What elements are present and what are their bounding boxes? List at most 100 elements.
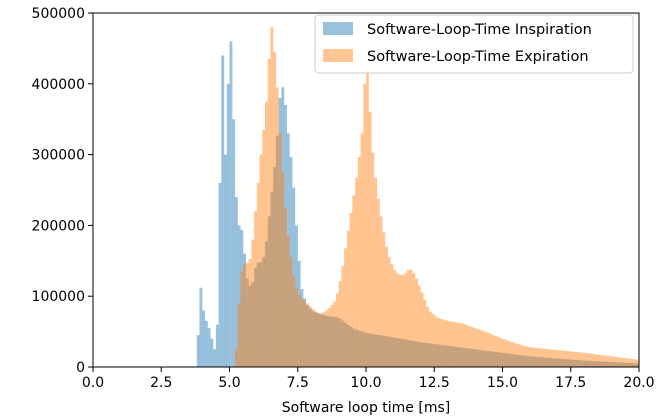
histogram-bar xyxy=(352,195,356,367)
histogram-bar xyxy=(521,345,525,367)
histogram-bar xyxy=(278,97,282,368)
histogram-bar xyxy=(349,213,353,367)
histogram-bar xyxy=(376,334,380,367)
histogram-bar xyxy=(415,341,419,367)
histogram-bar xyxy=(447,345,451,367)
histogram-bar xyxy=(210,338,214,367)
histogram-bar xyxy=(406,339,410,367)
histogram-bar xyxy=(499,338,503,367)
histogram-bar xyxy=(532,347,536,367)
histogram-bar xyxy=(398,274,402,367)
histogram-bar xyxy=(382,335,386,367)
histogram-bar xyxy=(267,59,271,368)
histogram-bar xyxy=(371,334,375,367)
histogram-bar xyxy=(578,352,582,367)
histogram-bar xyxy=(617,357,621,367)
histogram-bar xyxy=(436,317,440,367)
histogram-bar xyxy=(237,225,241,367)
histogram-bar xyxy=(529,347,533,367)
histogram-bar xyxy=(453,346,457,367)
histogram-bar xyxy=(535,356,539,367)
histogram-bar xyxy=(502,339,506,367)
series-expiration xyxy=(234,27,640,368)
histogram-bar xyxy=(614,362,618,367)
histogram-bar xyxy=(543,348,547,367)
histogram-bar xyxy=(486,332,489,367)
histogram-bar xyxy=(412,340,416,367)
histogram-bar xyxy=(278,133,282,367)
histogram-bar xyxy=(442,319,446,367)
histogram-bar xyxy=(330,316,334,367)
histogram-bar xyxy=(289,156,293,367)
histogram-bar xyxy=(311,310,315,367)
histogram-bar xyxy=(543,357,547,367)
histogram-bar xyxy=(568,359,571,367)
histogram-bar xyxy=(595,361,599,367)
x-axis: 0.0 2.5 5.0 7.5 10.0 12.5 15.0 17.5 20.0 xyxy=(82,367,655,391)
histogram-bar xyxy=(213,349,216,367)
histogram-bar xyxy=(633,363,637,367)
histogram-bar xyxy=(374,177,378,367)
histogram-bar xyxy=(546,349,550,367)
histogram-bar xyxy=(420,292,424,367)
histogram-bar xyxy=(325,310,328,367)
histogram-bar xyxy=(387,257,391,367)
histogram-bar xyxy=(393,337,397,367)
histogram-bar xyxy=(518,344,522,367)
histogram-bar xyxy=(581,352,585,367)
histogram-bar xyxy=(264,241,268,367)
histogram-bar xyxy=(240,230,244,367)
histogram-bar xyxy=(548,349,552,367)
histogram-bar xyxy=(565,359,569,367)
histogram-bar xyxy=(548,357,552,367)
histogram-bar xyxy=(404,339,408,367)
histogram-bar xyxy=(603,361,607,367)
histogram-bar xyxy=(453,322,457,367)
histogram-bar xyxy=(314,311,318,367)
histogram-bar xyxy=(314,312,318,367)
histogram-bar xyxy=(355,177,358,367)
histogram-bar xyxy=(259,262,263,367)
histogram-bar xyxy=(524,346,528,367)
histogram-bar xyxy=(439,318,443,367)
histogram-bar xyxy=(598,354,601,367)
histogram-bar xyxy=(262,257,266,367)
histogram-bar xyxy=(360,133,364,367)
histogram-bar xyxy=(256,182,260,367)
histogram-bar xyxy=(576,352,580,367)
histogram-bar xyxy=(207,328,211,367)
histogram-bar xyxy=(243,253,247,367)
legend-swatch-expiration xyxy=(323,49,353,62)
histogram-bar xyxy=(199,287,203,367)
histogram-bar xyxy=(537,357,541,367)
histogram-bar xyxy=(562,350,566,367)
histogram-bar xyxy=(234,349,238,367)
y-tick-label: 300000 xyxy=(32,148,85,164)
histogram-bar xyxy=(617,362,621,367)
histogram-bar xyxy=(494,335,498,367)
plot-area xyxy=(196,27,640,368)
histogram-bar xyxy=(259,154,263,367)
histogram-bar xyxy=(587,353,591,367)
histogram-bar xyxy=(434,344,438,367)
histogram-bar xyxy=(554,358,558,367)
histogram-bar xyxy=(404,273,408,367)
histogram-bar xyxy=(622,362,626,367)
histogram-bar xyxy=(439,344,443,367)
histogram-bar xyxy=(374,334,378,367)
legend-swatch-inspiration xyxy=(323,22,353,35)
histogram-bar xyxy=(284,207,287,367)
histogram-bar xyxy=(292,187,296,367)
histogram-bar xyxy=(450,346,454,367)
histogram-bar xyxy=(445,345,449,367)
histogram-bar xyxy=(608,356,612,367)
histogram-bar xyxy=(333,316,337,367)
histogram-bar xyxy=(576,360,580,367)
histogram-bar xyxy=(477,329,481,367)
histogram-bar xyxy=(499,352,503,367)
histogram-bar xyxy=(341,320,345,367)
histogram-bar xyxy=(251,239,255,367)
histogram-bar xyxy=(300,289,304,367)
y-tick-label: 0 xyxy=(76,360,85,376)
histogram-bar xyxy=(527,346,530,367)
